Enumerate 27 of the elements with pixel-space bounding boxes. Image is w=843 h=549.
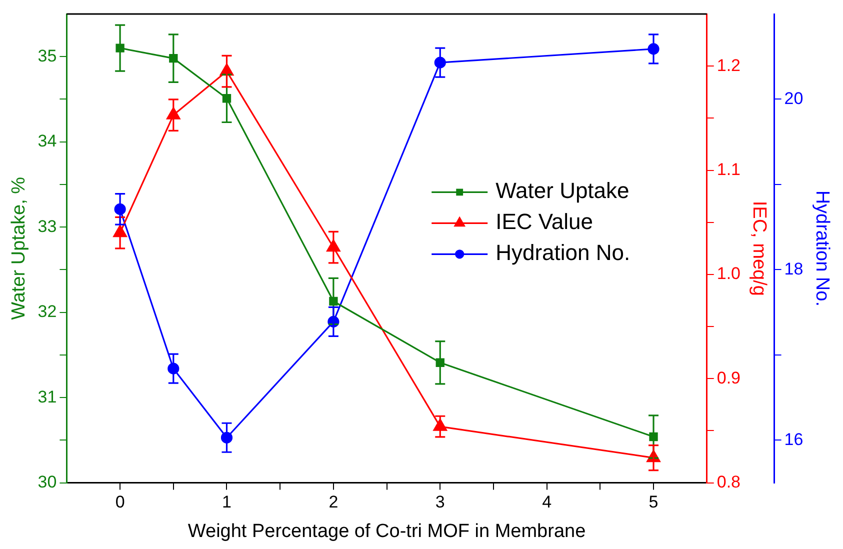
legend-label: Hydration No. xyxy=(496,240,630,266)
y-axis-title: Water Uptake, % xyxy=(8,176,30,320)
y-tick-label: 32 xyxy=(38,302,57,322)
y2-tick-label: 1.1 xyxy=(716,160,740,179)
x-tick-label: 0 xyxy=(115,492,125,512)
y2-tick-label: 1.2 xyxy=(716,56,740,75)
x-tick-label: 1 xyxy=(222,492,232,512)
y-tick-label: 34 xyxy=(38,132,57,151)
y3-tick-label: 20 xyxy=(784,88,804,108)
x-tick-label: 3 xyxy=(435,492,445,512)
y2-tick-label: 0.9 xyxy=(716,368,740,388)
y-tick-label: 33 xyxy=(38,216,57,236)
y2-tick-label: 0.8 xyxy=(716,472,740,492)
y3-tick-label: 18 xyxy=(784,259,804,278)
legend-label: Water Uptake xyxy=(496,178,630,204)
x-tick-label: 5 xyxy=(648,492,658,512)
x-axis-title: Weight Percentage of Co-tri MOF in Membrane xyxy=(188,520,586,542)
x-tick-label: 4 xyxy=(542,492,552,512)
legend-label: IEC Value xyxy=(496,209,594,234)
y-tick-label: 35 xyxy=(38,46,57,66)
y-tick-label: 31 xyxy=(38,387,57,406)
y3-axis-title: Hydration No. xyxy=(811,190,832,306)
x-tick-label: 2 xyxy=(328,492,338,512)
y3-tick-label: 16 xyxy=(784,430,804,449)
y-tick-label: 30 xyxy=(38,472,57,492)
y2-tick-label: 1.0 xyxy=(716,264,740,284)
y2-axis-title: IEC, meq/g xyxy=(748,200,770,296)
